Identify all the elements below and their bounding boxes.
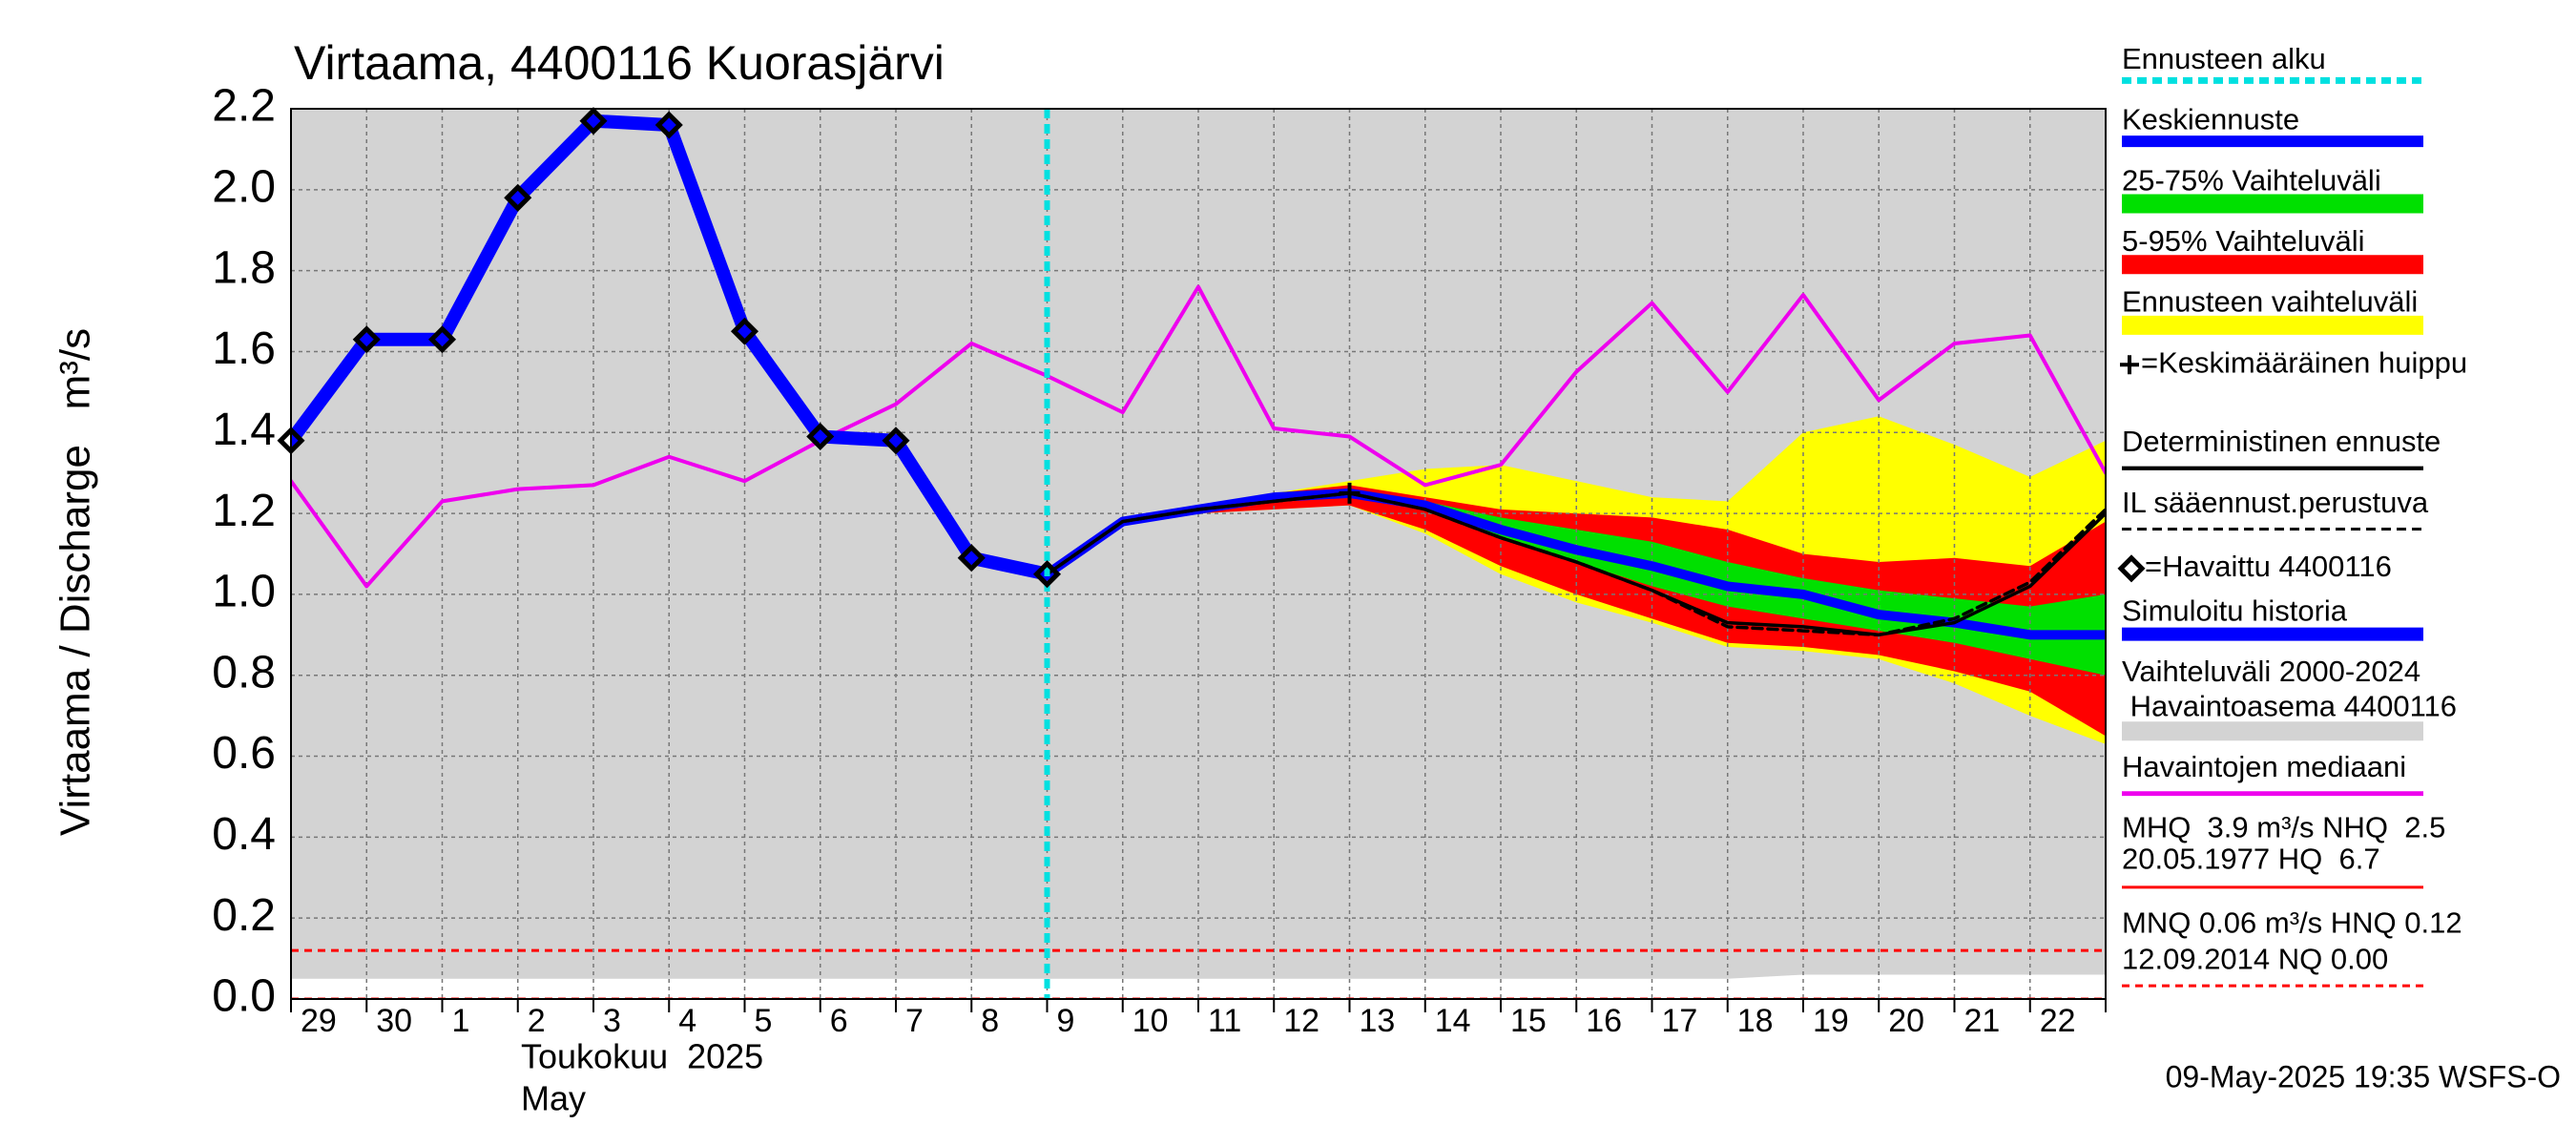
x-tick-label: 12: [1283, 1003, 1319, 1039]
legend-label: Havaintojen mediaani: [2122, 750, 2406, 783]
legend-label: Vaihteluväli 2000-2024: [2122, 655, 2420, 688]
x-tick-label: 9: [1057, 1003, 1075, 1039]
legend: Ennusteen alku Keskiennuste 25-75% Vaihtel…: [2117, 42, 2467, 988]
x-tick-label: 6: [830, 1003, 848, 1039]
y-tick-label: 0.6: [212, 728, 276, 779]
observed-marker: [352, 325, 381, 354]
x-tick-label: 8: [981, 1003, 999, 1039]
y-tick-label: 1.8: [212, 242, 276, 293]
legend-label: =Havaittu 4400116: [2145, 550, 2392, 583]
legend-label: Havaintoasema 4400116: [2122, 689, 2457, 722]
x-tick-label: 22: [2040, 1003, 2076, 1039]
plot-area: 0.00.20.40.60.81.01.21.41.61.82.02.229 30…: [212, 81, 2107, 1039]
stats-label: MHQ 3.9 m³/s NHQ 2.5: [2122, 811, 2445, 844]
peak-marker: [1339, 482, 1361, 504]
plot-frame: [290, 108, 2107, 1000]
x-tick-label: 30: [376, 1003, 412, 1039]
lines: [291, 114, 2106, 640]
y-tick-label: 1.0: [212, 567, 276, 617]
y-tick-label: 1.4: [212, 405, 276, 455]
legend-label: Ennusteen alku: [2122, 42, 2326, 75]
legend-label: Simuloitu historia: [2122, 593, 2348, 627]
x-tick-label: 1: [452, 1003, 470, 1039]
x-tick-label: 21: [1964, 1003, 2001, 1039]
x-tick-label: 17: [1662, 1003, 1698, 1039]
observed-marker: [730, 317, 759, 345]
legend-label: =Keskimääräinen huippu: [2141, 345, 2467, 379]
x-tick-label: 16: [1586, 1003, 1622, 1039]
legend-label: Keskiennuste: [2122, 103, 2299, 136]
chart-title: Virtaama, 4400116 Kuorasjärvi: [294, 36, 945, 90]
x-tick-label: 20: [1888, 1003, 1924, 1039]
observed-marker: [579, 107, 608, 135]
x-tick-label: 2: [528, 1003, 546, 1039]
series-line: [291, 114, 1054, 581]
observed-marker: [957, 544, 986, 572]
y-tick-label: 1.2: [212, 486, 276, 536]
x-tick-label: 5: [755, 1003, 773, 1039]
y-tick-label: 0.4: [212, 809, 276, 860]
observed-marker: [504, 183, 532, 212]
observed-marker: [654, 111, 683, 139]
y-tick-label: 1.6: [212, 323, 276, 374]
y-tick-label: 0.0: [212, 971, 276, 1022]
month-label: Toukokuu 2025: [521, 1037, 763, 1076]
legend-label: IL sääennust.perustuva: [2122, 486, 2429, 519]
footer: 09-May-2025 19:35 WSFS-O: [2166, 1059, 2561, 1093]
month-label: May: [521, 1079, 586, 1118]
x-tick-label: 4: [678, 1003, 696, 1039]
stats-label: 12.09.2014 NQ 0.00: [2122, 942, 2388, 975]
observed-marker: [427, 325, 457, 354]
observed-marker: [882, 427, 910, 455]
x-tick-label: 10: [1132, 1003, 1169, 1039]
y-tick-label: 2.2: [212, 81, 276, 132]
observed-marker: [1032, 560, 1062, 589]
series-line: [291, 284, 2106, 589]
x-tick-label: 29: [301, 1003, 337, 1039]
x-tick-label: 13: [1360, 1003, 1396, 1039]
x-tick-label: 11: [1208, 1003, 1241, 1039]
legend-label: 25-75% Vaihteluväli: [2122, 163, 2381, 197]
plot-layer: [291, 109, 2106, 999]
stats-label: MNQ 0.06 m³/s HNQ 0.12: [2122, 906, 2462, 940]
y-tick-label: 0.8: [212, 647, 276, 697]
y-tick-label: 0.2: [212, 890, 276, 941]
stats-label: 20.05.1977 HQ 6.7: [2122, 842, 2380, 875]
grid: [291, 109, 2106, 999]
y-axis-label: Virtaama / Discharge m³/s: [52, 328, 99, 836]
x-tick-label: 7: [905, 1003, 924, 1039]
x-tick-label: 18: [1737, 1003, 1774, 1039]
legend-label: Deterministinen ennuste: [2122, 425, 2441, 458]
legend-label: Ennusteen vaihteluväli: [2122, 285, 2418, 319]
x-tick-label: 3: [603, 1003, 621, 1039]
y-tick-label: 2.0: [212, 161, 276, 212]
legend-swatch: [2120, 355, 2139, 375]
x-tick-label: 19: [1813, 1003, 1849, 1039]
legend-swatch: [2117, 554, 2146, 583]
x-tick-label: 14: [1435, 1003, 1471, 1039]
legend-label: 5-95% Vaihteluväli: [2122, 224, 2364, 258]
series-line: [1045, 491, 2106, 637]
x-tick-label: 15: [1510, 1003, 1547, 1039]
observed-marker: [806, 422, 835, 451]
